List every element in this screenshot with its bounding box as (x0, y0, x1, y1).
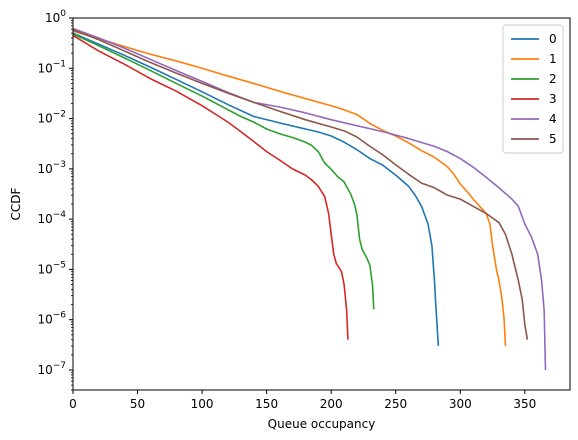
legend-label-5: 5 (549, 132, 557, 146)
y-tick-label: 10−2 (37, 110, 66, 126)
x-tick-label: 100 (191, 397, 214, 411)
y-tick-label: 10−7 (37, 361, 66, 377)
y-axis-label: CCDF (9, 187, 23, 220)
legend-label-3: 3 (549, 92, 557, 106)
x-tick-label: 300 (449, 397, 472, 411)
x-tick-label: 0 (69, 397, 77, 411)
x-tick-label: 350 (513, 397, 536, 411)
x-tick-label: 50 (130, 397, 145, 411)
y-tick-label: 10−4 (37, 210, 66, 226)
legend-label-1: 1 (549, 52, 557, 66)
axis-ticks: 0 50 100 150 200 250 300 350 10−7 10−6 10−5 10−4 10−… (37, 9, 536, 411)
legend-box (502, 24, 564, 154)
legend: 0 1 2 3 4 5 (502, 24, 564, 154)
series-line-3 (73, 34, 349, 340)
legend-label-4: 4 (549, 112, 557, 126)
y-tick-label: 10−1 (37, 59, 66, 75)
x-tick-label: 250 (384, 397, 407, 411)
series-line-0 (73, 32, 440, 347)
x-tick-label: 200 (320, 397, 343, 411)
x-tick-label: 150 (255, 397, 278, 411)
plot-frame (72, 17, 571, 391)
plot-area (73, 27, 547, 371)
y-tick-label: 10−6 (37, 311, 66, 327)
series-line-2 (73, 33, 375, 310)
series-line-1 (73, 30, 507, 347)
y-tick-label: 10−3 (37, 160, 66, 176)
series-line-4 (73, 27, 547, 371)
x-axis-label: Queue occupancy (268, 417, 376, 431)
series-line-5 (73, 29, 529, 340)
y-tick-label: 100 (45, 9, 66, 25)
legend-label-0: 0 (549, 32, 557, 46)
legend-label-2: 2 (549, 72, 557, 86)
y-tick-label: 10−5 (37, 260, 66, 276)
